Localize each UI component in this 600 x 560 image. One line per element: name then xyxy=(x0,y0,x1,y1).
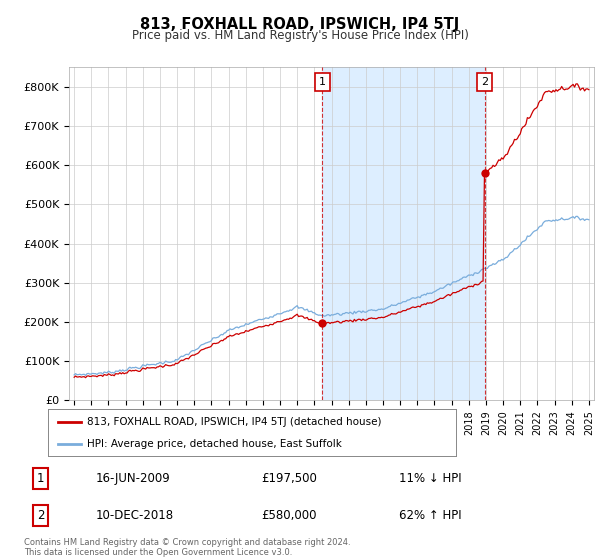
Text: 62% ↑ HPI: 62% ↑ HPI xyxy=(400,509,462,522)
Text: 1: 1 xyxy=(319,77,326,87)
Text: 2: 2 xyxy=(37,509,44,522)
Text: Contains HM Land Registry data © Crown copyright and database right 2024.
This d: Contains HM Land Registry data © Crown c… xyxy=(24,538,350,557)
Text: 813, FOXHALL ROAD, IPSWICH, IP4 5TJ: 813, FOXHALL ROAD, IPSWICH, IP4 5TJ xyxy=(140,17,460,32)
Text: 11% ↓ HPI: 11% ↓ HPI xyxy=(400,472,462,485)
Text: HPI: Average price, detached house, East Suffolk: HPI: Average price, detached house, East… xyxy=(87,438,341,449)
Text: 813, FOXHALL ROAD, IPSWICH, IP4 5TJ (detached house): 813, FOXHALL ROAD, IPSWICH, IP4 5TJ (det… xyxy=(87,417,381,427)
Text: 2: 2 xyxy=(481,77,488,87)
Bar xyxy=(322,67,485,400)
Text: Price paid vs. HM Land Registry's House Price Index (HPI): Price paid vs. HM Land Registry's House … xyxy=(131,29,469,42)
Text: 1: 1 xyxy=(37,472,44,485)
Text: £197,500: £197,500 xyxy=(262,472,317,485)
Text: 10-DEC-2018: 10-DEC-2018 xyxy=(96,509,174,522)
Text: £580,000: £580,000 xyxy=(262,509,317,522)
Text: 16-JUN-2009: 16-JUN-2009 xyxy=(96,472,170,485)
